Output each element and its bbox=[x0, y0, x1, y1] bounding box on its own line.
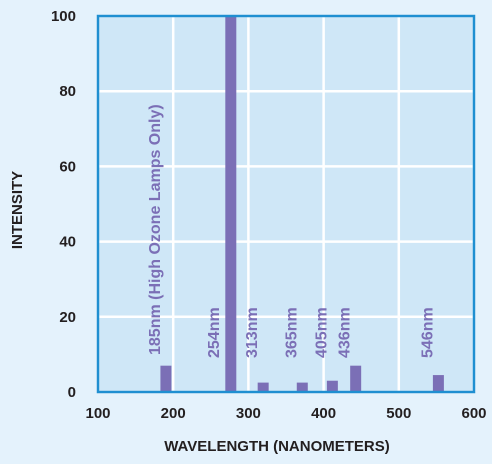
y-tick-label: 0 bbox=[68, 384, 76, 401]
y-tick-label: 80 bbox=[59, 83, 76, 100]
grid-lines bbox=[96, 14, 476, 394]
x-axis-title: WAVELENGTH (NANOMETERS) bbox=[164, 438, 390, 455]
y-tick-label: 60 bbox=[59, 158, 76, 175]
x-tick-label: 100 bbox=[85, 405, 110, 422]
bar-label-405: 405nm bbox=[313, 307, 330, 358]
bar-405 bbox=[326, 380, 338, 391]
bar-436 bbox=[350, 365, 362, 391]
bar-365 bbox=[296, 382, 308, 391]
y-tick-label: 100 bbox=[51, 8, 76, 25]
x-tick-label: 400 bbox=[311, 405, 336, 422]
y-tick-label: 40 bbox=[59, 234, 76, 251]
y-tick-labels: 0 20 40 60 80 100 bbox=[51, 8, 76, 401]
bar-313 bbox=[257, 382, 269, 391]
bars bbox=[160, 16, 444, 391]
plot-area bbox=[98, 16, 474, 392]
bar-label-546: 546nm bbox=[419, 307, 436, 358]
bar-254 bbox=[225, 16, 237, 391]
plot-frame bbox=[96, 14, 476, 394]
bar-label-185: 185nm (High Ozone Lamps Only) bbox=[147, 104, 164, 355]
bar-546 bbox=[432, 375, 444, 391]
bar-label-436: 436nm bbox=[337, 307, 354, 358]
bar-labels: 185nm (High Ozone Lamps Only) 254nm 313nm 3… bbox=[147, 104, 436, 358]
y-tick-label: 20 bbox=[59, 309, 76, 326]
x-tick-labels: 100 200 300 400 500 600 bbox=[85, 405, 486, 422]
bar-label-365: 365nm bbox=[283, 307, 300, 358]
bar-185 bbox=[160, 365, 172, 391]
x-tick-label: 300 bbox=[236, 405, 261, 422]
bar-label-254: 254nm bbox=[206, 307, 223, 358]
x-tick-label: 200 bbox=[161, 405, 186, 422]
y-axis-title: INTENSITY bbox=[9, 171, 26, 249]
x-tick-label: 500 bbox=[386, 405, 411, 422]
bar-label-313: 313nm bbox=[244, 307, 261, 358]
x-tick-label: 600 bbox=[461, 405, 486, 422]
